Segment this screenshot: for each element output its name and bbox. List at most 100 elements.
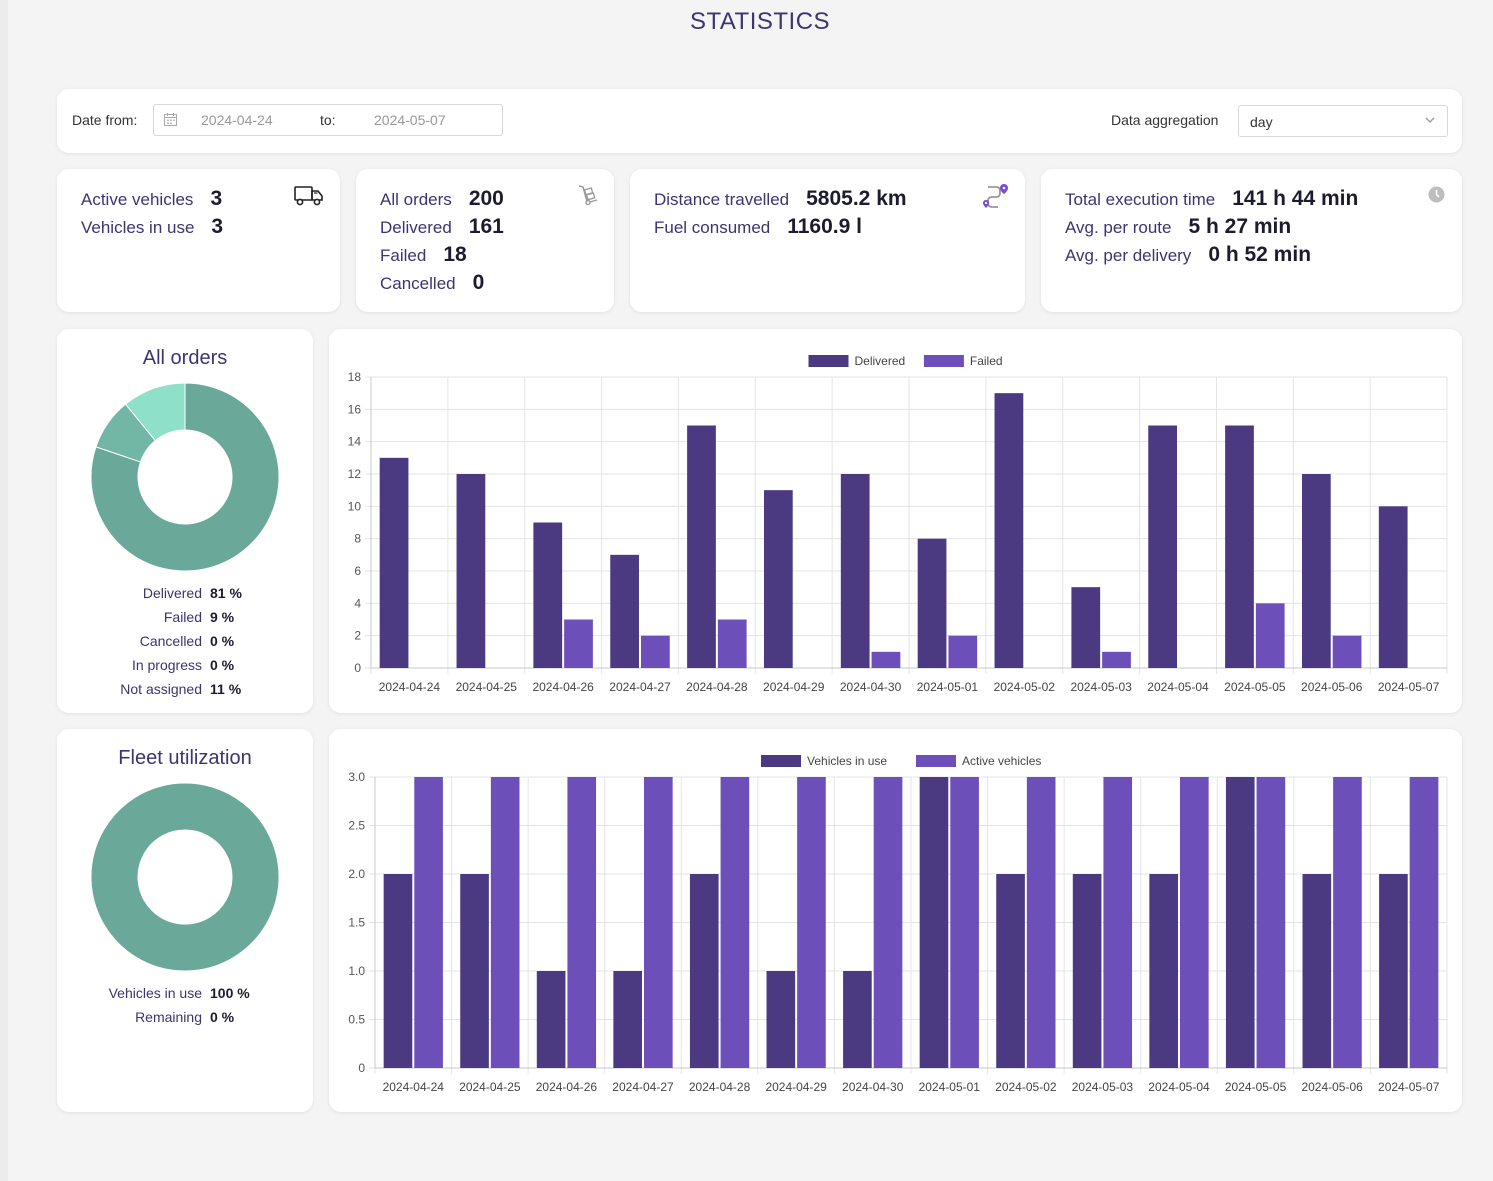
fleet-chart-bar-vehicles-in-use[interactable] [1379,874,1408,1068]
all-orders-value: 200 [468,187,504,210]
orders-slice-delivered[interactable] [90,382,280,572]
calendar-icon [164,113,177,126]
orders-chart-bar-delivered[interactable] [379,457,409,668]
orders-chart-bar-failed[interactable] [871,651,901,668]
fleet-legend-value: 100 % [210,985,250,1001]
orders-chart-bar-delivered[interactable] [687,425,716,669]
fleet-chart-legend-label[interactable]: Active vehicles [962,754,1041,768]
fleet-chart-bar-active-vehicles[interactable] [1256,777,1286,1068]
fleet-bar-card: 0 0.5 1.0 1.5 2.0 2.5 3.0 2024-04-24 2024-04-25 2… [329,729,1462,1112]
fleet-chart-bar-active-vehicles[interactable] [950,777,979,1068]
avg-delivery-row: Avg. per delivery 0 h 52 min [1065,243,1311,267]
fleet-chart-legend-swatch[interactable] [761,755,801,767]
orders-chart-bar-failed[interactable] [717,619,747,669]
fleet-chart-y-tick-label: 2.5 [348,819,365,833]
orders-chart-bar-delivered[interactable] [1148,425,1177,669]
orders-chart-bar-failed[interactable] [641,635,670,668]
fleet-legend-name: Vehicles in use [108,985,202,1001]
fleet-chart-bar-vehicles-in-use[interactable] [689,874,719,1068]
cancelled-label: Cancelled [380,274,456,293]
date-to-input[interactable]: 2024-05-07 [374,112,446,128]
fleet-chart-bar-vehicles-in-use[interactable] [460,874,489,1068]
orders-chart-bar-delivered[interactable] [1071,587,1101,668]
orders-chart-x-tick-label: 2024-05-04 [1147,680,1209,694]
orders-chart-bar-delivered[interactable] [763,490,793,668]
orders-chart-legend-label[interactable]: Failed [970,354,1003,368]
fleet-chart-legend-swatch[interactable] [916,755,956,767]
orders-chart-bar-delivered[interactable] [1301,474,1331,668]
delivered-label: Delivered [380,218,452,237]
orders-chart-bar-failed[interactable] [1255,603,1285,668]
delivered-row: Delivered 161 [380,215,504,239]
fleet-chart-bar-vehicles-in-use[interactable] [536,971,566,1068]
fleet-chart-legend-label[interactable]: Vehicles in use [807,754,887,768]
fleet-chart-x-tick-label: 2024-05-07 [1378,1080,1440,1094]
fleet-chart-bar-active-vehicles[interactable] [873,777,903,1068]
orders-chart-bar-delivered[interactable] [533,522,563,669]
orders-chart-bar-delivered[interactable] [610,554,639,668]
orders-legend-value: 9 % [210,609,235,625]
fleet-chart-bar-vehicles-in-use[interactable] [996,874,1025,1068]
fleet-chart-bar-vehicles-in-use[interactable] [613,971,642,1068]
failed-value: 18 [443,243,467,266]
total-time-row: Total execution time 141 h 44 min [1065,187,1358,211]
aggregation-select[interactable]: day [1238,105,1448,137]
fleet-chart-bar-active-vehicles[interactable] [1180,777,1209,1068]
fleet-chart-bar-active-vehicles[interactable] [567,777,597,1068]
fleet-chart-x-tick-label: 2024-05-05 [1225,1080,1287,1094]
orders-chart-legend-label[interactable]: Delivered [855,354,906,368]
date-from-input[interactable]: 2024-04-24 [201,112,273,128]
route-icon [983,184,1008,208]
fleet-chart-bar-vehicles-in-use[interactable] [1072,874,1102,1068]
fleet-chart-bar-active-vehicles[interactable] [797,777,826,1068]
fleet-chart-bar-active-vehicles[interactable] [1103,777,1133,1068]
fleet-chart-bar-active-vehicles[interactable] [414,777,443,1068]
orders-legend-value: 81 % [210,585,242,601]
orders-chart-y-tick-label: 10 [348,499,362,513]
orders-chart-bar-failed[interactable] [948,635,978,668]
fleet-chart-bar-vehicles-in-use[interactable] [843,971,872,1068]
total-time-label: Total execution time [1065,190,1216,209]
orders-chart-bar-failed[interactable] [564,619,593,669]
fleet-chart-bar-active-vehicles[interactable] [1409,777,1439,1068]
orders-chart-x-tick-label: 2024-04-25 [456,680,518,694]
orders-legend-name: Cancelled [139,633,202,649]
orders-chart-y-tick-label: 6 [354,564,361,578]
orders-chart-x-tick-label: 2024-05-07 [1378,680,1440,694]
orders-chart-bar-delivered[interactable] [1225,425,1254,669]
fleet-chart-x-tick-label: 2024-04-26 [536,1080,598,1094]
orders-legend-value: 11 % [210,681,242,697]
fleet-chart-bar-active-vehicles[interactable] [490,777,520,1068]
orders-chart-bar-failed[interactable] [1102,651,1131,668]
orders-chart-bar-delivered[interactable] [917,538,947,668]
orders-chart-bar-delivered[interactable] [456,474,486,668]
fleet-chart-x-tick-label: 2024-04-24 [383,1080,445,1094]
fleet-chart-bar-vehicles-in-use[interactable] [766,971,796,1068]
orders-slice-not-assigned[interactable] [124,382,186,442]
date-range-picker[interactable]: 2024-04-24 to: 2024-05-07 [153,104,503,136]
fleet-chart-x-tick-label: 2024-05-04 [1148,1080,1210,1094]
orders-chart-bar-failed[interactable] [1332,635,1362,668]
fleet-chart-bar-vehicles-in-use[interactable] [383,874,413,1068]
fleet-slice-vehicles-in-use[interactable] [90,782,280,972]
distance-label: Distance travelled [654,190,790,209]
orders-chart-bar-delivered[interactable] [1378,506,1408,668]
orders-chart-x-tick-label: 2024-05-05 [1224,680,1286,694]
avg-route-value: 5 h 27 min [1188,215,1292,238]
failed-label: Failed [380,246,427,265]
orders-chart-legend-swatch[interactable] [808,355,849,367]
fleet-chart-bar-vehicles-in-use[interactable] [1149,874,1178,1068]
orders-chart-bar-delivered[interactable] [994,393,1024,668]
fleet-chart-bar-vehicles-in-use[interactable] [919,777,949,1068]
fleet-chart-bar-vehicles-in-use[interactable] [1225,777,1255,1068]
orders-chart-legend-swatch[interactable] [923,355,964,367]
fleet-chart-bar-vehicles-in-use[interactable] [1302,874,1332,1068]
fleet-chart-bar-active-vehicles[interactable] [720,777,750,1068]
fleet-chart-x-tick-label: 2024-04-28 [689,1080,751,1094]
fleet-chart-bar-active-vehicles[interactable] [1026,777,1056,1068]
orders-chart-bar-delivered[interactable] [840,474,870,668]
fleet-chart-bar-active-vehicles[interactable] [644,777,673,1068]
distance-value: 5805.2 km [806,187,907,210]
fleet-chart-bar-active-vehicles[interactable] [1333,777,1362,1068]
distance-card: Distance travelled 5805.2 km Fuel consum… [630,169,1025,312]
